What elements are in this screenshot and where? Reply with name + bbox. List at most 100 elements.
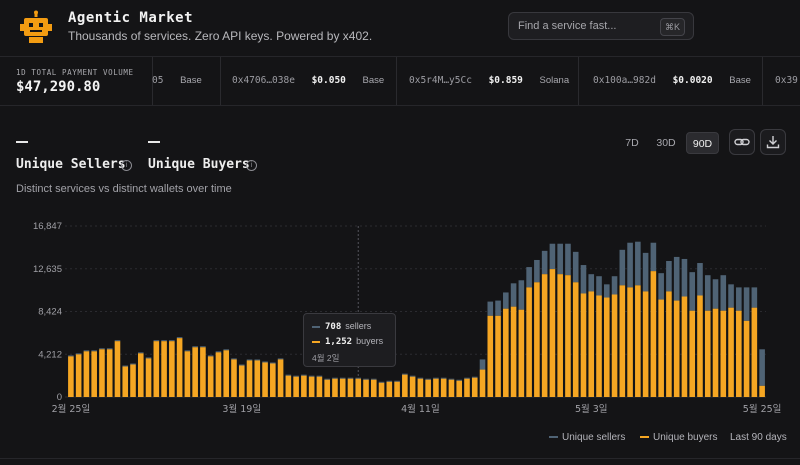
ticker-item[interactable]: 0x39 — [775, 57, 798, 105]
bottom-divider — [0, 458, 800, 465]
ticker-address: 0x39 — [775, 75, 798, 86]
bar-buyers — [642, 291, 649, 397]
bar-sellers — [673, 256, 680, 301]
ticker-divider — [220, 57, 221, 105]
ticker-item[interactable]: 0x5r4M…y5Cc $0.859 Solana — [409, 57, 569, 105]
tooltip-buyers-label: buyers — [356, 336, 384, 346]
y-tick-label: 16,847 — [33, 221, 62, 232]
bar-buyers — [650, 271, 657, 397]
bar-sellers — [642, 252, 649, 292]
ticker-item[interactable]: 0x4706…038e $0.050 Base — [232, 57, 384, 105]
bar-buyers — [534, 282, 540, 397]
bar-buyers — [277, 359, 284, 397]
range-90d-button[interactable]: 90D — [686, 132, 719, 154]
bar-sellers — [611, 276, 618, 295]
bar-buyers — [510, 306, 517, 397]
bar-sellers — [277, 358, 284, 360]
search-shortcut-badge: ⌘K — [659, 18, 685, 36]
bar-sellers — [223, 349, 230, 351]
x-tick-label: 3월 19일 — [222, 403, 261, 415]
bar-sellers — [440, 377, 447, 379]
bar-sellers — [689, 272, 696, 311]
bar-sellers — [402, 373, 408, 375]
bar-sellers — [681, 258, 688, 297]
search-input[interactable] — [509, 13, 659, 39]
bar-buyers — [728, 307, 734, 397]
bar-buyers — [169, 341, 175, 397]
range-30d-button[interactable]: 30D — [656, 137, 676, 149]
ticker-item[interactable]: 0x100a…982d $0.0020 Base — [593, 57, 751, 105]
chart-subtitle: Distinct services vs distinct wallets ov… — [16, 183, 232, 195]
range-7d-button[interactable]: 7D — [625, 137, 639, 149]
bar-sellers — [751, 287, 758, 308]
bar-sellers — [114, 340, 121, 342]
bar-buyers — [580, 293, 587, 397]
bar-sellers — [122, 365, 129, 367]
sellers-value — [16, 141, 28, 143]
bar-buyers — [378, 382, 385, 397]
bar-sellers — [464, 377, 470, 379]
bar-buyers — [417, 378, 424, 397]
bar-buyers — [479, 369, 486, 397]
bar-buyers — [759, 385, 765, 397]
bar-sellers — [192, 346, 198, 348]
bar-buyers — [666, 291, 672, 397]
bar-sellers — [200, 346, 206, 348]
bar-buyers — [339, 378, 346, 397]
bar-buyers — [308, 376, 315, 397]
robot-logo-icon[interactable] — [18, 10, 54, 46]
bar-buyers — [363, 379, 369, 397]
ticker-item[interactable]: 05 Base — [152, 57, 202, 105]
bar-buyers — [627, 287, 633, 397]
tooltip-buyers-value: 1,252 — [325, 337, 353, 347]
sellers-buyers-chart[interactable]: 0 4,212 8,424 12,635 16,847 2월 25일 3월 19일 4월 11… — [0, 200, 800, 426]
legend-period: Last 90 days — [730, 432, 787, 443]
bar-sellers — [246, 359, 253, 361]
bar-buyers — [549, 269, 556, 397]
bar-sellers — [603, 284, 610, 298]
bar-buyers — [689, 310, 696, 397]
bar-sellers — [666, 260, 672, 292]
legend-sellers[interactable]: Unique sellers — [549, 432, 625, 443]
bar-buyers — [176, 338, 183, 397]
bar-sellers — [75, 353, 82, 355]
bar-sellers — [316, 375, 323, 377]
download-button[interactable] — [760, 129, 786, 155]
sellers-swatch — [312, 325, 320, 328]
bar-sellers — [207, 355, 214, 357]
bar-sellers — [565, 243, 571, 276]
bar-sellers — [130, 363, 136, 365]
bar-sellers — [588, 274, 595, 292]
bar-buyers — [153, 341, 160, 397]
bar-sellers — [487, 301, 494, 316]
search-box[interactable]: ⌘K — [508, 12, 694, 40]
bar-buyers — [487, 315, 494, 397]
info-icon[interactable]: i — [121, 160, 132, 171]
bar-sellers — [161, 340, 167, 342]
download-icon — [766, 136, 780, 149]
bar-sellers — [720, 275, 727, 311]
bar-buyers — [409, 376, 416, 397]
bar-sellers — [215, 351, 222, 353]
bar-buyers — [347, 378, 354, 397]
copy-link-button[interactable] — [729, 129, 755, 155]
bar-sellers — [137, 352, 144, 354]
bar-buyers — [122, 366, 129, 397]
ticker-address: 0x100a…982d — [593, 75, 656, 86]
bar-sellers — [355, 377, 362, 379]
bar-buyers — [697, 295, 703, 397]
legend-buyers[interactable]: Unique buyers — [640, 432, 717, 443]
bar-buyers — [215, 352, 222, 397]
bar-buyers — [394, 381, 400, 397]
app-header: Agentic Market Thousands of services. Ze… — [0, 0, 800, 57]
volume-value: $47,290.80 — [16, 79, 101, 95]
bar-buyers — [673, 300, 680, 397]
bar-buyers — [572, 282, 579, 397]
tooltip-sellers-value: 708 — [325, 322, 342, 332]
info-icon[interactable]: i — [246, 160, 257, 171]
bar-buyers — [91, 351, 97, 397]
ticker-track: 05 Base 0x4706…038e $0.050 Base 0x5r4M…y… — [152, 57, 800, 105]
bar-buyers — [557, 274, 563, 397]
bar-buyers — [161, 341, 167, 397]
x-tick-label: 4월 11일 — [401, 403, 440, 415]
